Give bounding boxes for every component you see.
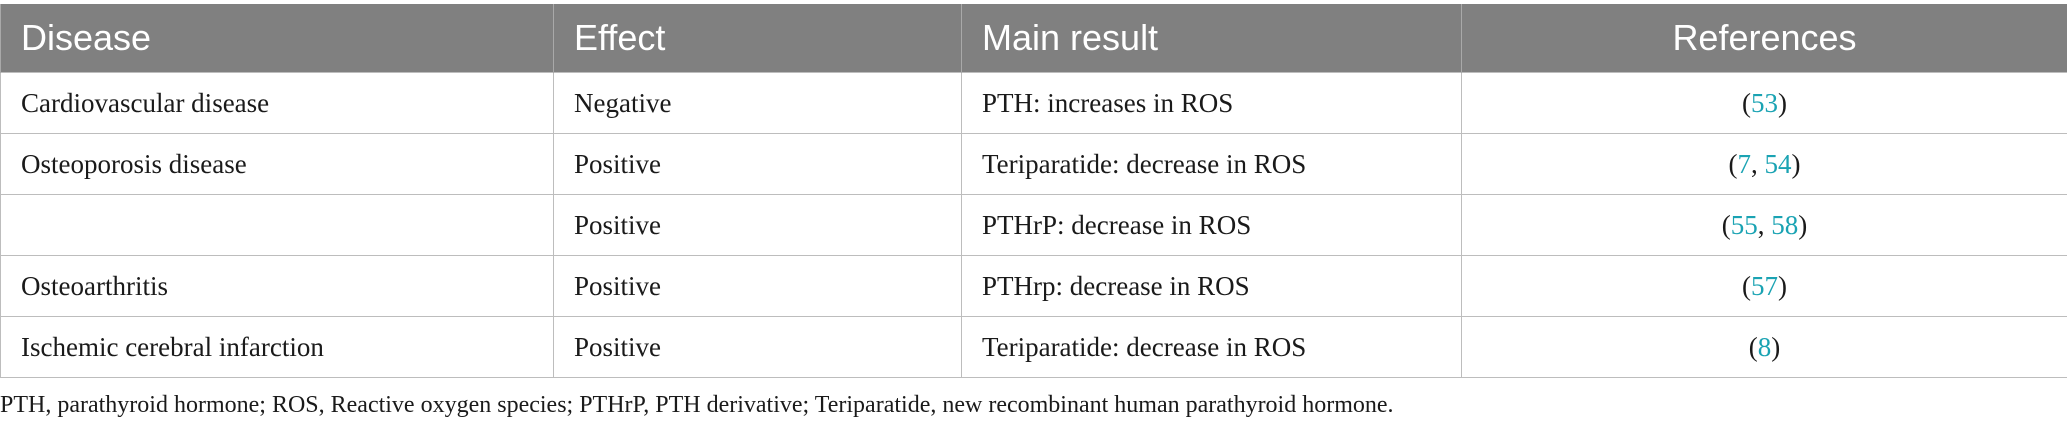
cell-disease: Ischemic cerebral infarction [0,316,554,378]
table-row: Osteoarthritis Positive PTHrp: decrease in… [0,255,2067,317]
cell-effect: Negative [553,72,962,134]
cell-main-result: Teriparatide: decrease in ROS [961,316,1462,378]
cell-disease: Cardiovascular disease [0,72,554,134]
table-body: Cardiovascular disease Negative PTH: incre… [0,72,2067,378]
header-references: References [1461,4,2067,73]
header-effect: Effect [553,4,962,73]
cell-disease: Osteoarthritis [0,255,554,317]
cell-main-result: Teriparatide: decrease in ROS [961,133,1462,195]
reference-link[interactable]: 53 [1751,87,1778,118]
cell-effect: Positive [553,255,962,317]
cell-references: (55, 58) [1461,194,2067,256]
cell-main-result: PTHrP: decrease in ROS [961,194,1462,256]
header-main-result: Main result [961,4,1462,73]
header-row: Disease Effect Main result References [0,4,2067,73]
reference-link[interactable]: 7 [1737,148,1752,179]
table-row: Positive PTHrP: decrease in ROS (55, 58) [0,194,2067,256]
table-row: Ischemic cerebral infarction Positive Teri… [0,316,2067,378]
table-row: Osteoporosis disease Positive Teriparatide… [0,133,2067,195]
header-disease: Disease [0,4,554,73]
cell-effect: Positive [553,316,962,378]
table-header: Disease Effect Main result References [0,4,2067,73]
reference-link[interactable]: 8 [1757,331,1772,362]
reference-link[interactable]: 55 [1730,209,1758,240]
reference-link[interactable]: 57 [1751,270,1778,301]
cell-disease: Osteoporosis disease [0,133,554,195]
cell-main-result: PTHrp: decrease in ROS [961,255,1462,317]
data-table-container: Disease Effect Main result References Ca… [0,4,2067,378]
cell-main-result: PTH: increases in ROS [961,72,1462,134]
data-table: Disease Effect Main result References Ca… [0,4,2067,378]
cell-effect: Positive [553,133,962,195]
cell-effect: Positive [553,194,962,256]
reference-link[interactable]: 54 [1764,148,1792,179]
table-footnote: PTH, parathyroid hormone; ROS, Reactive … [0,392,1394,418]
cell-references: (8) [1461,316,2067,378]
cell-disease [0,194,554,256]
table-row: Cardiovascular disease Negative PTH: incre… [0,72,2067,134]
cell-references: (53) [1461,72,2067,134]
cell-references: (57) [1461,255,2067,317]
reference-link[interactable]: 58 [1771,209,1799,240]
cell-references: (7, 54) [1461,133,2067,195]
